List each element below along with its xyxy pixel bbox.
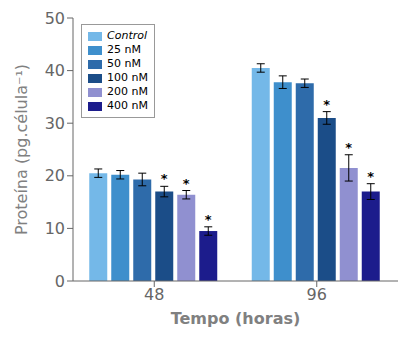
svg-text:*: * (367, 169, 374, 184)
svg-text:96: 96 (307, 285, 327, 304)
svg-text:10: 10 (45, 219, 65, 238)
html-text:200 nM: 200 nM (107, 85, 148, 98)
svg-text:*: * (323, 97, 330, 112)
svg-text:*: * (205, 212, 212, 227)
svg-text:0: 0 (55, 272, 65, 291)
html-text:400 nM: 400 nM (107, 99, 148, 112)
svg-text:40: 40 (45, 61, 65, 80)
html-text:25 nM: 25 nM (107, 43, 141, 56)
svg-text:30: 30 (45, 114, 65, 133)
svg-text:20: 20 (45, 166, 65, 185)
svg-text:*: * (183, 176, 190, 191)
svg-text:*: * (161, 171, 168, 186)
svg-text:Tempo (horas): Tempo (horas) (171, 309, 301, 328)
svg-text:48: 48 (144, 285, 164, 304)
html-text:50 nM: 50 nM (107, 57, 141, 70)
svg-text:*: * (345, 140, 352, 155)
svg-text:Proteína (pg.célula⁻¹): Proteína (pg.célula⁻¹) (12, 64, 31, 235)
html-text:100 nM: 100 nM (107, 71, 148, 84)
html-text:Control: Control (107, 29, 147, 42)
svg-text:50: 50 (45, 9, 65, 28)
